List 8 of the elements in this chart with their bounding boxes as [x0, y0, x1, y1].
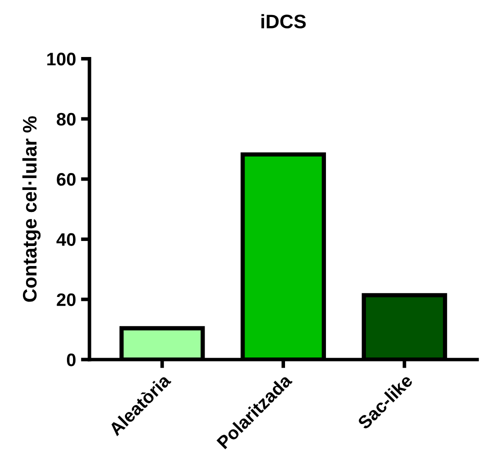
y-tick-label: 20: [56, 293, 76, 306]
y-tick-label: 0: [66, 353, 76, 366]
y-tick-label: 100: [47, 52, 76, 66]
y-tick-label: 60: [56, 173, 76, 186]
y-tick-label: 80: [56, 112, 76, 126]
chart-title: iDCS: [261, 14, 306, 28]
y-tick-label: 40: [56, 233, 76, 246]
y-axis-title: Contatge cel·lular %: [22, 116, 41, 302]
